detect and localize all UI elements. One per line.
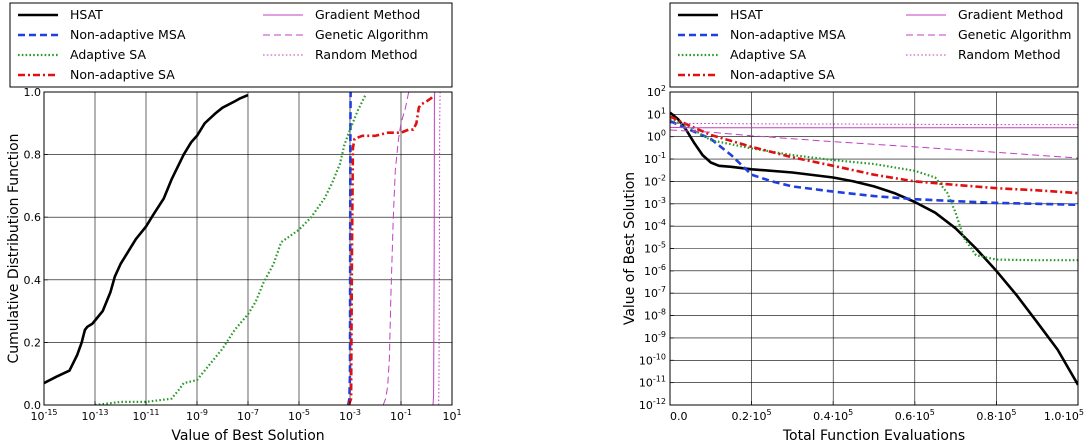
x-tick-label: 10-9: [186, 408, 208, 423]
x-tick-label: 0.6·105: [895, 408, 935, 423]
x-tick-label: 10-3: [339, 408, 361, 423]
legend-label: Non-adaptive SA: [730, 67, 835, 82]
y-tick-label: 10-5: [644, 241, 666, 256]
legend-label: Random Method: [315, 47, 418, 62]
y-tick-label: 10-8: [644, 308, 666, 323]
x-tick-label: 0.8·105: [976, 408, 1016, 423]
y-tick-label: 10-11: [639, 375, 666, 390]
series-line-6: [439, 92, 440, 405]
y-tick-label: 10-6: [644, 263, 666, 278]
series-line-5: [383, 92, 409, 405]
x-tick-label: 10-5: [288, 408, 310, 423]
x-axis-label: Value of Best Solution: [171, 428, 324, 444]
y-tick-label: 0.2: [24, 336, 42, 349]
x-tick-label: 0.4·105: [813, 408, 853, 423]
legend-label: Adaptive SA: [730, 47, 806, 62]
legend-label: Random Method: [958, 47, 1061, 62]
y-tick-label: 10-2: [644, 173, 666, 188]
y-tick-label: 102: [647, 84, 666, 99]
y-tick-label: 10-9: [644, 330, 666, 345]
y-axis-label: Cumulative Distribution Function: [6, 133, 22, 363]
y-tick-label: 10-10: [639, 352, 666, 367]
legend-label: Non-adaptive MSA: [70, 27, 186, 42]
y-tick-label: 0.8: [24, 149, 42, 162]
x-axis-label: Total Function Evaluations: [782, 428, 965, 444]
legend-label: HSAT: [70, 7, 103, 22]
legend-label: Adaptive SA: [70, 47, 146, 62]
series-line-4: [433, 92, 435, 405]
y-tick-label: 0.4: [24, 274, 42, 287]
convergence-chart-panel: 0.0 0.2·105 0.4·105 0.6·105 0.8·105 1.0·105 10…: [546, 0, 1092, 448]
y-tick-label: 101: [647, 106, 666, 121]
legend-label: Non-adaptive MSA: [730, 27, 846, 42]
legend-label: Non-adaptive SA: [70, 67, 175, 82]
y-tick-label: 1.0: [24, 86, 42, 99]
x-tick-label: 0.2·105: [732, 408, 772, 423]
legend-label: Gradient Method: [958, 7, 1063, 22]
x-tick-label: 10-7: [237, 408, 259, 423]
y-tick-label: 0.0: [24, 399, 42, 412]
x-tick-label: 10-1: [390, 408, 412, 423]
y-tick-label: 0.6: [24, 211, 42, 224]
y-tick-label: 10-1: [644, 151, 666, 166]
y-tick-label: 10-3: [644, 196, 666, 211]
y-tick-label: 10-4: [644, 218, 666, 233]
x-tick-label: 1.0·105: [1044, 408, 1084, 423]
x-tick-label: 101: [442, 408, 461, 423]
y-tick-label: 100: [647, 129, 666, 144]
y-axis-label: Value of Best Solution: [622, 172, 638, 325]
series-line-2: [95, 95, 365, 405]
legend: HSAT Non-adaptive MSA Adaptive SA Non-adapt…: [670, 3, 1078, 87]
x-tick-label: 0.0: [670, 410, 688, 423]
x-tick-label: 10-13: [81, 408, 108, 423]
legend-label: Genetic Algorithm: [958, 27, 1071, 42]
y-tick-label: 10-12: [639, 397, 666, 412]
legend: HSAT Non-adaptive MSA Adaptive SA Non-adapt…: [10, 3, 452, 87]
legend-label: HSAT: [730, 7, 763, 22]
grid: [44, 92, 452, 405]
x-tick-label: 10-11: [132, 408, 159, 423]
grid: [670, 92, 1078, 405]
series-group: [44, 92, 440, 405]
convergence-chart: 0.0 0.2·105 0.4·105 0.6·105 0.8·105 1.0·105 10…: [546, 0, 1092, 444]
legend-label: Gradient Method: [315, 7, 420, 22]
series-line-3: [349, 95, 434, 405]
legend-label: Genetic Algorithm: [315, 27, 428, 42]
series-line-6: [670, 123, 1078, 124]
y-tick-label: 10-7: [644, 285, 666, 300]
